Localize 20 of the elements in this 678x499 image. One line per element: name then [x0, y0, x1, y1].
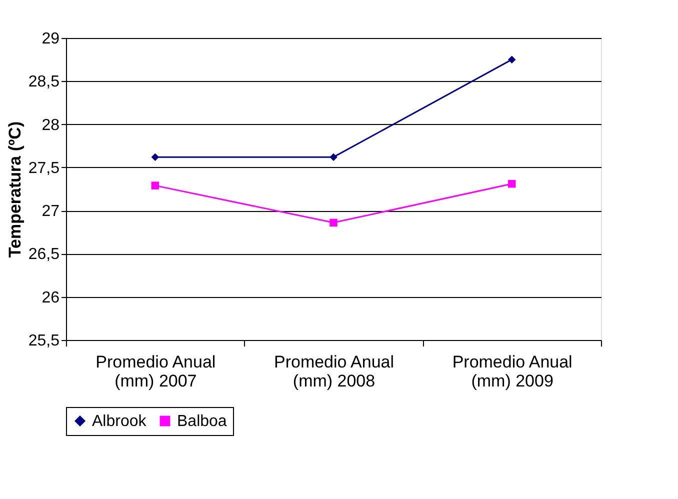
x-tick-label: Promedio Anual (mm) 2009: [452, 352, 572, 390]
y-axis-title: Temperatura (ºC): [5, 121, 24, 258]
y-tick-label: 28: [42, 116, 60, 134]
point: [508, 56, 516, 64]
y-tick-label: 27: [42, 203, 60, 220]
legend-label: Albrook: [92, 413, 148, 430]
point: [151, 182, 160, 190]
y-tick-label: 28,5: [28, 74, 60, 91]
point: [151, 153, 160, 161]
point: [330, 218, 338, 227]
x-tick-label: Promedio Anual (mm) 2007: [96, 352, 216, 390]
y-tick-label: 25,5: [28, 332, 60, 350]
y-tick-label: 29: [42, 30, 60, 48]
point: [508, 180, 516, 188]
y-tick-label: 26: [42, 289, 60, 306]
y-tick-label: 27,5: [28, 160, 60, 177]
legend-label: Balboa: [177, 413, 227, 430]
y-tick-label: 26,5: [28, 246, 60, 264]
x-tick-label: Promedio Anual (mm) 2008: [274, 352, 394, 390]
point: [330, 153, 338, 161]
